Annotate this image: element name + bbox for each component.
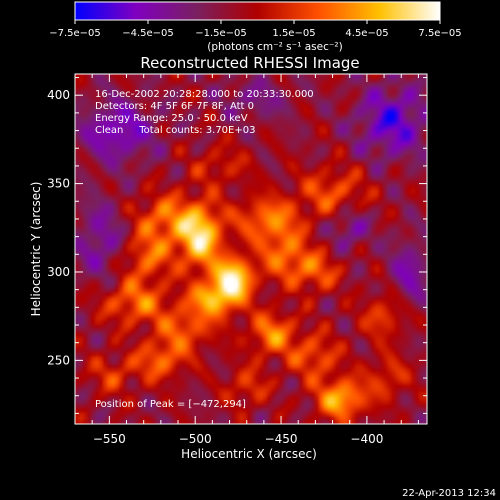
annotation-detectors: Detectors: 4F 5F 6F 7F 8F, Att 0: [95, 101, 254, 112]
annotation-time: 16-Dec-2002 20:28:28.000 to 20:33:30.000: [95, 89, 314, 100]
colorbar-tick-label: −4.5e−05: [122, 28, 174, 39]
footer-timestamp: 22-Apr-2013 12:34: [402, 488, 496, 499]
colorbar-tick-label: −7.5e−05: [49, 28, 101, 39]
peak-position-label: Position of Peak = [−472,294]: [95, 399, 246, 410]
annotation-block: 16-Dec-2002 20:28:28.000 to 20:33:30.000…: [95, 89, 314, 136]
x-tick-label: −400: [350, 432, 383, 446]
y-tick-label: 250: [47, 353, 70, 367]
x-tick-label: −450: [265, 432, 298, 446]
annotation-clean: Clean Total counts: 3.70E+03: [95, 125, 255, 136]
colorbar-ticks: −7.5e−05 −4.5e−05 −1.5e−05 1.5e−05 4.5e−05 7.…: [49, 20, 462, 39]
y-axis-label: Heliocentric Y (arcsec): [29, 182, 43, 317]
colorbar-unit-label: (photons cm⁻² s⁻¹ asec⁻²): [207, 41, 342, 53]
axis-ticks: −550 −500 −450 −400 250 300 350 400: [47, 74, 427, 446]
chart-title: Reconstructed RHESSI Image: [140, 54, 359, 72]
colorbar: −7.5e−05 −4.5e−05 −1.5e−05 1.5e−05 4.5e−05 7.…: [49, 1, 462, 53]
colorbar-strip: [74, 1, 441, 21]
x-tick-label: −500: [179, 432, 212, 446]
plot-frame: [74, 73, 428, 425]
heatmap-image: [75, 74, 427, 424]
x-tick-label: −550: [93, 432, 126, 446]
colorbar-tick-label: 7.5e−05: [418, 28, 461, 39]
y-tick-label: 400: [47, 88, 70, 102]
plot-area: −550 −500 −450 −400 250 300 350 400: [47, 73, 428, 446]
x-axis-label: Heliocentric X (arcsec): [181, 447, 317, 461]
colorbar-tick-label: −1.5e−05: [195, 28, 247, 39]
colorbar-tick-label: 1.5e−05: [272, 28, 315, 39]
colorbar-tick-label: 4.5e−05: [345, 28, 388, 39]
annotation-energy: Energy Range: 25.0 - 50.0 keV: [95, 113, 248, 124]
y-tick-label: 350: [47, 177, 70, 191]
y-tick-label: 300: [47, 265, 70, 279]
